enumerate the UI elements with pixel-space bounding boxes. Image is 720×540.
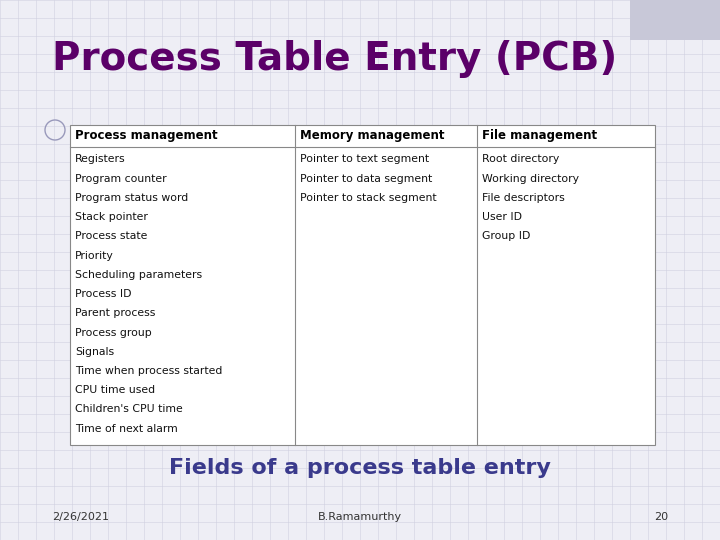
Text: File descriptors: File descriptors bbox=[482, 193, 564, 203]
Text: 20: 20 bbox=[654, 512, 668, 522]
Text: Registers: Registers bbox=[75, 154, 125, 165]
Text: Process group: Process group bbox=[75, 328, 152, 338]
Text: Signals: Signals bbox=[75, 347, 114, 357]
Text: Process management: Process management bbox=[75, 130, 217, 143]
Text: User ID: User ID bbox=[482, 212, 521, 222]
Text: Parent process: Parent process bbox=[75, 308, 156, 318]
Text: Children's CPU time: Children's CPU time bbox=[75, 404, 183, 414]
Text: Working directory: Working directory bbox=[482, 174, 579, 184]
Text: Scheduling parameters: Scheduling parameters bbox=[75, 270, 202, 280]
Text: Group ID: Group ID bbox=[482, 232, 530, 241]
Bar bbox=[70, 125, 655, 445]
Text: Priority: Priority bbox=[75, 251, 114, 261]
Text: Time of next alarm: Time of next alarm bbox=[75, 424, 178, 434]
Text: Memory management: Memory management bbox=[300, 130, 445, 143]
Text: Program counter: Program counter bbox=[75, 174, 166, 184]
Text: Fields of a process table entry: Fields of a process table entry bbox=[169, 458, 551, 478]
Bar bbox=[630, 0, 720, 40]
Text: 2/26/2021: 2/26/2021 bbox=[52, 512, 109, 522]
Text: Pointer to text segment: Pointer to text segment bbox=[300, 154, 429, 165]
Text: Root directory: Root directory bbox=[482, 154, 559, 165]
Text: Process ID: Process ID bbox=[75, 289, 132, 299]
Text: Process state: Process state bbox=[75, 232, 148, 241]
Text: CPU time used: CPU time used bbox=[75, 385, 155, 395]
Text: Time when process started: Time when process started bbox=[75, 366, 222, 376]
Text: Pointer to stack segment: Pointer to stack segment bbox=[300, 193, 437, 203]
Text: File management: File management bbox=[482, 130, 597, 143]
Text: Process Table Entry (PCB): Process Table Entry (PCB) bbox=[52, 40, 617, 78]
Text: B.Ramamurthy: B.Ramamurthy bbox=[318, 512, 402, 522]
Text: Program status word: Program status word bbox=[75, 193, 188, 203]
Text: Stack pointer: Stack pointer bbox=[75, 212, 148, 222]
Text: Pointer to data segment: Pointer to data segment bbox=[300, 174, 433, 184]
